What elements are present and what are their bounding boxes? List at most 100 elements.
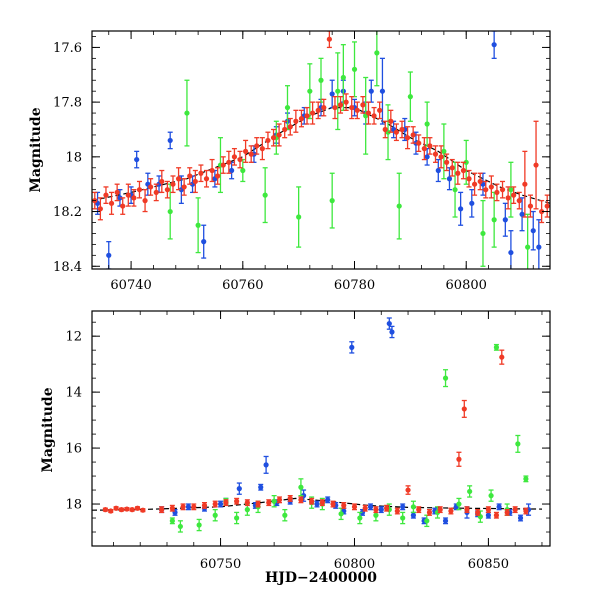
data-point [469,189,475,218]
data-marker [438,154,444,160]
data-marker [449,165,455,171]
data-point [424,101,430,147]
top-axis-ticks: 60740 60760 60780 60800 17.6 17.8 18 18.2 18.4 [53,31,550,293]
data-marker [386,320,392,327]
data-point [124,506,130,512]
data-point [399,120,405,139]
data-marker [477,178,483,185]
data-point [106,240,112,269]
data-point [325,496,331,504]
data-marker [209,167,215,174]
data-marker [480,230,486,237]
data-marker [377,107,383,113]
data-marker [310,110,316,116]
data-marker [309,498,315,504]
data-point [455,161,461,185]
data-marker [185,504,192,510]
data-point [329,79,335,109]
data-point [217,500,224,508]
data-point [499,349,505,365]
data-marker [349,104,355,111]
data-point [262,167,268,224]
data-marker [332,104,338,111]
data-point [134,505,141,511]
data-point [296,186,302,248]
data-marker [215,173,221,179]
data-marker [196,522,202,528]
data-marker [164,187,171,193]
data-marker [365,110,372,116]
data-marker [410,504,417,510]
data-marker [265,137,271,144]
series-blue [94,31,542,269]
x-tick-label: 60850 [468,557,509,572]
data-marker [446,176,453,182]
data-marker [382,126,388,133]
data-marker [410,132,416,138]
data-marker [148,184,154,190]
data-point [464,506,470,514]
data-point [177,520,183,533]
data-marker [407,94,413,100]
data-marker [255,501,261,507]
data-marker [483,187,489,193]
data-point [539,199,545,224]
data-marker [131,195,137,201]
data-marker [248,151,254,157]
y-tick-label: 18.4 [53,260,82,275]
data-marker [229,167,235,174]
data-point [471,172,478,196]
bottom-plot-content [92,317,543,533]
data-marker [399,126,405,133]
data-point [466,169,472,188]
data-point [203,169,210,188]
data-marker [117,195,123,201]
data-marker [444,159,450,165]
data-point [198,164,204,183]
data-marker [242,148,249,154]
data-marker [276,132,282,138]
data-point [170,175,176,194]
data-marker [296,214,302,220]
data-point [282,120,288,139]
data-marker [201,239,207,245]
data-marker [432,151,439,157]
data-marker [371,113,377,119]
data-marker [405,487,411,493]
data-point [493,511,500,519]
data-point [410,511,417,519]
data-marker [212,512,218,518]
data-marker [136,187,143,193]
data-point [400,503,406,511]
data-point [416,134,422,153]
data-marker [329,91,335,97]
data-point [396,172,402,240]
series-red [92,31,550,224]
data-marker [129,507,135,513]
series-green [167,31,531,269]
y-tick-label: 18 [65,498,82,513]
data-marker [343,99,349,105]
data-point [349,96,355,120]
data-point [293,109,299,133]
data-point [516,191,522,210]
x-tick-label: 60760 [222,278,263,293]
data-marker [539,208,545,215]
data-marker [234,498,240,504]
data-point [371,106,377,125]
data-point [386,317,392,330]
data-marker [198,170,204,176]
data-marker [314,501,320,507]
data-marker [237,156,243,163]
data-marker [184,110,190,116]
data-marker [384,505,390,511]
data-marker [108,200,115,206]
data-point [178,175,184,204]
data-point [332,96,338,120]
data-marker [181,184,187,190]
data-point [485,511,491,519]
data-marker [159,178,165,185]
data-point [329,172,335,229]
data-marker [494,189,500,196]
data-point [442,369,449,388]
